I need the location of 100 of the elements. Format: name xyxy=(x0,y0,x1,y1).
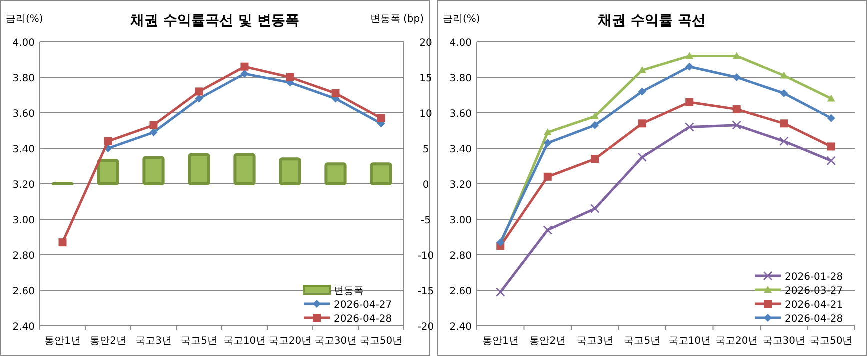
y2-tick-label: 5 xyxy=(422,144,430,156)
bar xyxy=(97,159,120,186)
y-tick-label: 3.00 xyxy=(12,216,35,226)
x-tick-label: 국고3년 xyxy=(136,336,172,347)
y-tick-label: 2.40 xyxy=(12,322,35,333)
x-tick-label: 통안1년 xyxy=(44,336,81,347)
y-tick-label: 2.80 xyxy=(450,251,472,262)
point xyxy=(827,94,836,102)
point xyxy=(732,74,741,82)
point xyxy=(591,112,600,120)
y2-axis-title: 변동폭 (bp) xyxy=(370,14,424,25)
point xyxy=(826,156,836,166)
point xyxy=(638,120,646,128)
y-tick-label: 3.20 xyxy=(12,180,35,191)
point xyxy=(58,238,67,247)
x-tick-label: 국고10년 xyxy=(223,336,266,347)
x-tick-label: 국고5년 xyxy=(181,336,218,347)
point xyxy=(544,128,552,136)
point xyxy=(780,89,788,98)
legend-label: 2026-04-28 xyxy=(334,314,392,325)
point xyxy=(590,204,600,214)
y-tick-label: 3.80 xyxy=(450,74,472,84)
legend-label: 변동폭 xyxy=(334,286,364,297)
point xyxy=(496,288,506,297)
point xyxy=(544,172,552,181)
point xyxy=(686,62,694,71)
point xyxy=(732,52,741,60)
point xyxy=(150,121,158,130)
point xyxy=(240,62,249,71)
y2-tick-label: -20 xyxy=(418,322,434,333)
y-axis-title: 금리(%) xyxy=(6,14,44,25)
legend-label: 2026-04-21 xyxy=(785,300,844,311)
point xyxy=(332,89,340,98)
y-tick-label: 3.80 xyxy=(12,74,35,84)
point xyxy=(827,142,836,151)
y-tick-label: 4.00 xyxy=(12,38,35,49)
y-tick-label: 3.00 xyxy=(450,216,472,226)
y-tick-label: 2.60 xyxy=(450,286,472,298)
bar xyxy=(279,158,302,186)
x-tick-label: 국고30년 xyxy=(762,336,806,347)
point xyxy=(732,120,742,130)
point xyxy=(638,152,648,162)
x-tick-label: 국고20년 xyxy=(268,336,312,347)
x-tick-label: 통안1년 xyxy=(482,336,519,347)
bar xyxy=(324,162,347,186)
x-tick-label: 통안2년 xyxy=(530,336,566,347)
point xyxy=(780,72,788,79)
chart-title: 채권 수익률 곡선 xyxy=(597,13,706,29)
point xyxy=(684,122,694,132)
bar xyxy=(370,162,392,186)
y2-tick-label: 20 xyxy=(420,38,432,49)
point xyxy=(638,88,646,96)
point xyxy=(195,88,204,96)
legend-label: 2026-04-28 xyxy=(785,314,844,325)
point xyxy=(543,226,553,235)
point xyxy=(638,66,646,74)
bar xyxy=(142,156,165,186)
x-tick-label: 국고50년 xyxy=(360,336,403,347)
point xyxy=(827,114,836,122)
y-tick-label: 3.40 xyxy=(12,144,35,156)
y-tick-label: 3.40 xyxy=(450,144,472,156)
y2-tick-label: 15 xyxy=(420,74,432,84)
point xyxy=(591,155,600,164)
y-tick-label: 2.80 xyxy=(12,251,35,262)
y-tick-label: 3.20 xyxy=(450,180,472,191)
x-tick-label: 국고5년 xyxy=(624,336,661,347)
x-tick-label: 국고3년 xyxy=(576,336,614,347)
point xyxy=(544,139,552,148)
point xyxy=(240,70,249,78)
x-tick-label: 국고20년 xyxy=(716,336,758,347)
x-tick-label: 국고50년 xyxy=(810,336,853,347)
y2-tick-label: -10 xyxy=(418,251,434,262)
x-tick-label: 국고30년 xyxy=(314,336,358,347)
y-axis-title: 금리(%) xyxy=(443,14,480,25)
point xyxy=(732,105,741,114)
point xyxy=(104,137,112,146)
point xyxy=(686,98,694,106)
legend-label: 2026-01-28 xyxy=(785,272,844,283)
point xyxy=(150,128,158,137)
point xyxy=(779,136,789,146)
y-tick-label: 4.00 xyxy=(450,38,472,49)
x-tick-label: 통안2년 xyxy=(90,336,126,347)
point xyxy=(195,94,204,103)
point xyxy=(591,121,600,130)
y2-tick-label: -15 xyxy=(418,286,434,298)
legend-label: 2026-04-27 xyxy=(334,300,392,311)
bar xyxy=(188,153,210,186)
y-tick-label: 3.60 xyxy=(450,109,472,120)
x-tick-label: 국고10년 xyxy=(668,336,711,347)
bar xyxy=(234,153,256,186)
y-tick-label: 3.60 xyxy=(12,109,35,120)
y2-tick-label: 10 xyxy=(420,109,432,120)
y-tick-label: 2.40 xyxy=(450,322,472,333)
chart-title: 채권 수익률곡선 및 변동폭 xyxy=(130,13,300,29)
point xyxy=(780,120,788,128)
y2-tick-label: 0 xyxy=(422,180,430,191)
point xyxy=(686,52,694,60)
point xyxy=(286,74,294,82)
y2-tick-label: -5 xyxy=(421,216,431,226)
point xyxy=(377,114,386,122)
